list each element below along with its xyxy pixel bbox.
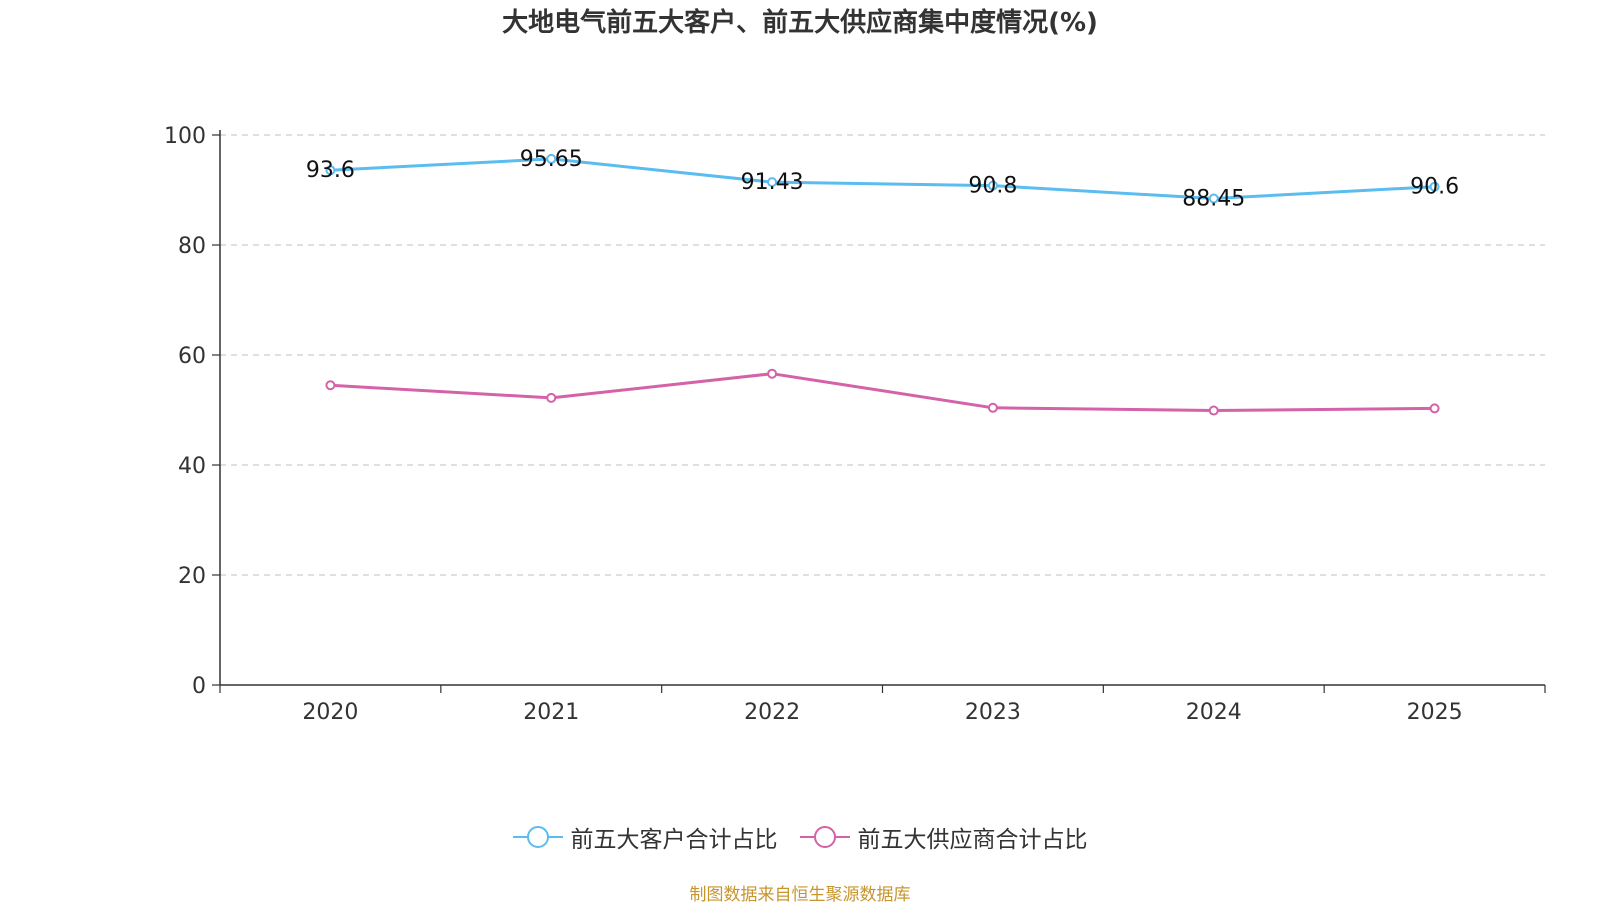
x-tick-label: 2023 — [965, 700, 1021, 725]
data-point[interactable] — [546, 153, 557, 164]
x-tick-label: 2021 — [523, 700, 579, 725]
source-note: 制图数据来自恒生聚源数据库 — [689, 885, 911, 905]
data-point[interactable] — [325, 165, 336, 176]
y-tick-label: 100 — [164, 124, 206, 149]
x-tick-label: 2024 — [1186, 700, 1242, 725]
data-point[interactable] — [1429, 181, 1440, 192]
data-point[interactable] — [546, 392, 557, 403]
data-point[interactable] — [1208, 193, 1219, 204]
data-point[interactable] — [1429, 403, 1440, 414]
axes: 0 20 40 60 80 100 2020 2021 2022 2023 2024 2025 — [164, 124, 1546, 725]
legend-item-suppliers[interactable]: 前五大供应商合计占比 — [799, 820, 1088, 854]
data-label: 91.43 — [741, 170, 804, 195]
data-point[interactable] — [767, 368, 778, 379]
legend: 前五大客户合计占比 前五大供应商合计占比 — [0, 820, 1600, 854]
y-tick-label: 80 — [178, 234, 206, 259]
legend-line-circle-icon — [512, 826, 563, 848]
data-label: 93.6 — [306, 158, 355, 183]
y-tick-label: 60 — [178, 344, 206, 369]
x-tick-label: 2025 — [1407, 700, 1463, 725]
series-lines — [325, 153, 1440, 416]
y-tick-label: 0 — [192, 674, 206, 699]
chart-title: 大地电气前五大客户、前五大供应商集中度情况(%) — [502, 8, 1098, 38]
grid-lines — [220, 134, 1545, 576]
data-point[interactable] — [987, 402, 998, 413]
data-point[interactable] — [987, 180, 998, 191]
data-point[interactable] — [325, 380, 336, 391]
data-label: 90.8 — [968, 174, 1017, 199]
data-point[interactable] — [767, 177, 778, 188]
y-tick-label: 40 — [178, 454, 206, 479]
series-line-1 — [330, 372, 1435, 413]
series-line-0 — [330, 157, 1435, 201]
data-labels: 93.6 95.65 91.43 90.8 88.45 90.6 — [306, 147, 1459, 212]
data-label: 88.45 — [1182, 187, 1245, 212]
x-tick-label: 2022 — [744, 700, 800, 725]
legend-label-suppliers: 前五大供应商合计占比 — [857, 827, 1088, 853]
x-tick-label: 2020 — [302, 700, 358, 725]
legend-item-customers[interactable]: 前五大客户合计占比 — [512, 820, 778, 854]
y-tick-label: 20 — [178, 564, 206, 589]
legend-line-circle-icon — [799, 826, 850, 848]
data-point[interactable] — [1208, 405, 1219, 416]
legend-label-customers: 前五大客户合计占比 — [570, 827, 778, 853]
data-label: 90.6 — [1410, 175, 1459, 200]
data-label: 95.65 — [520, 147, 583, 172]
